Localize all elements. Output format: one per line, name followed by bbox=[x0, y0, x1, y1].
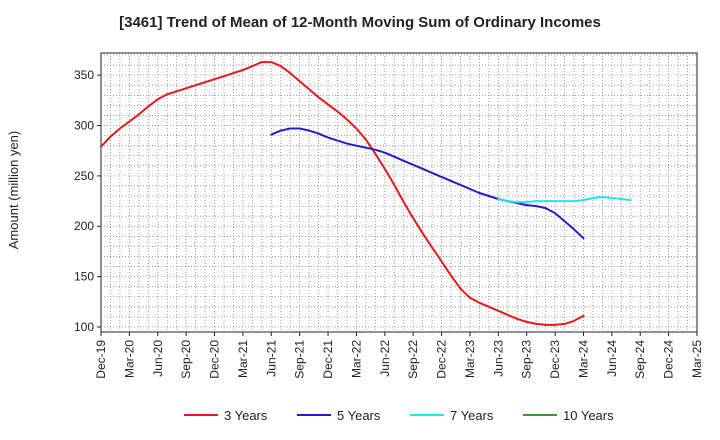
x-tick-label: Sep-20 bbox=[179, 340, 193, 379]
y-axis-label: Amount (million yen) bbox=[6, 131, 21, 250]
x-tick-label: Mar-23 bbox=[463, 340, 477, 378]
x-tick-label: Jun-23 bbox=[491, 340, 505, 377]
y-tick-label: 350 bbox=[74, 68, 94, 82]
y-tick-label: 150 bbox=[74, 270, 94, 284]
x-tick-label: Dec-24 bbox=[662, 340, 676, 379]
x-tick-label: Mar-20 bbox=[122, 340, 136, 378]
axes: 100 150 200 250 300 350 Dec-19 Mar-20 Jun-20 Sep-… bbox=[74, 68, 704, 379]
y-tick-label: 200 bbox=[74, 219, 94, 233]
grid bbox=[101, 53, 697, 332]
legend-label-7-years: 7 Years bbox=[450, 408, 494, 423]
y-tick-label: 100 bbox=[74, 320, 94, 334]
x-tick-label: Sep-24 bbox=[633, 340, 647, 379]
y-tick-label: 250 bbox=[74, 169, 94, 183]
x-tick-label: Mar-21 bbox=[236, 340, 250, 378]
legend: 3 Years 5 Years 7 Years 10 Years bbox=[184, 408, 614, 423]
x-tick-label: Sep-21 bbox=[293, 340, 307, 379]
x-tick-label: Sep-23 bbox=[520, 340, 534, 379]
series-group bbox=[100, 61, 632, 326]
legend-label-10-years: 10 Years bbox=[563, 408, 614, 423]
legend-label-5-years: 5 Years bbox=[337, 408, 381, 423]
x-tick-label: Dec-22 bbox=[435, 340, 449, 379]
chart-title: [3461] Trend of Mean of 12-Month Moving … bbox=[119, 14, 601, 31]
series-line-5-years bbox=[270, 127, 585, 240]
x-tick-label: Jun-24 bbox=[605, 340, 619, 377]
x-tick-label: Mar-25 bbox=[690, 340, 704, 378]
legend-label-3-years: 3 Years bbox=[224, 408, 268, 423]
x-tick-label: Mar-24 bbox=[576, 340, 590, 378]
x-tick-label: Dec-23 bbox=[548, 340, 562, 379]
y-tick-label: 300 bbox=[74, 119, 94, 133]
x-tick-label: Dec-19 bbox=[94, 340, 108, 379]
series-line-3-years bbox=[100, 61, 585, 326]
x-tick-label: Jun-21 bbox=[264, 340, 278, 377]
x-tick-label: Dec-20 bbox=[208, 340, 222, 379]
x-tick-label: Sep-22 bbox=[406, 340, 420, 379]
x-tick-label: Jun-20 bbox=[151, 340, 165, 377]
x-tick-label: Mar-22 bbox=[349, 340, 363, 378]
series-line-7-years bbox=[497, 196, 632, 204]
x-tick-label: Jun-22 bbox=[378, 340, 392, 377]
x-tick-label: Dec-21 bbox=[321, 340, 335, 379]
